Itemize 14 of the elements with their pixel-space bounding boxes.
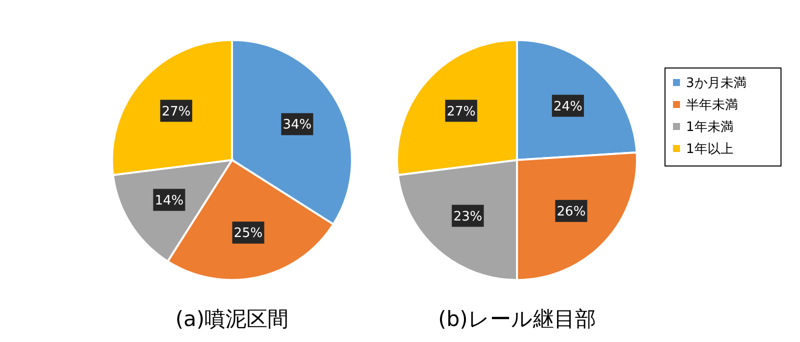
- data-label: 14%: [154, 193, 184, 208]
- data-label: 34%: [282, 118, 312, 133]
- legend-label: 1年未満: [686, 120, 734, 135]
- data-label: 25%: [234, 226, 263, 242]
- legend-label: 半年未満: [686, 98, 738, 113]
- data-label: 26%: [556, 204, 586, 220]
- data-label: 27%: [162, 104, 191, 120]
- text: (a)噴泥区間: [175, 307, 289, 331]
- legend-label: 1年以上: [686, 142, 734, 157]
- legend-label: 3か月未満: [686, 76, 746, 91]
- data-label: 27%: [446, 104, 476, 120]
- text: (b)レール継目部: [438, 307, 596, 331]
- data-label: 24%: [553, 99, 582, 114]
- data-label: 23%: [453, 209, 482, 224]
